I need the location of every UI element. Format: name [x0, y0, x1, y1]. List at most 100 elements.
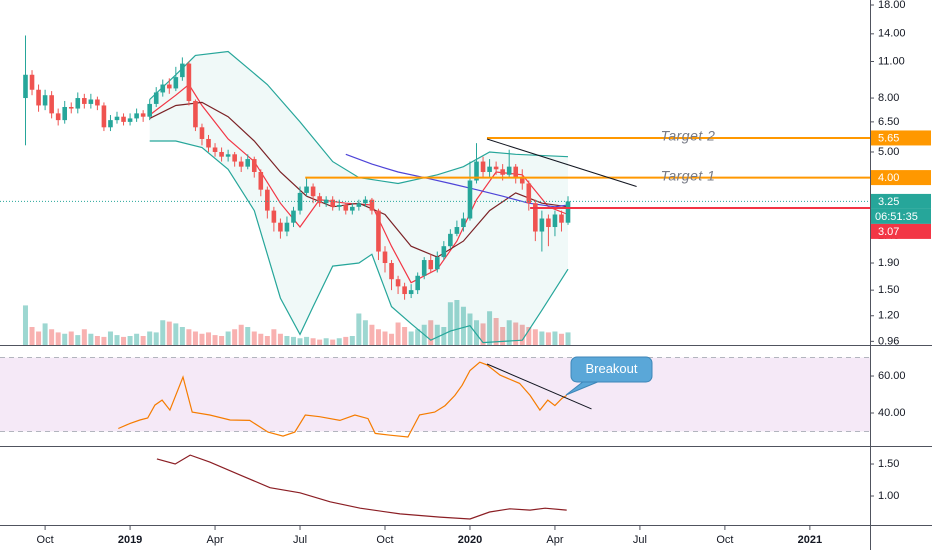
candle-body: [108, 120, 113, 128]
candle-body: [88, 99, 94, 104]
price-label: 5.65: [878, 132, 899, 144]
candle-body: [42, 95, 48, 106]
candle-body: [336, 205, 342, 207]
candle-body: [480, 161, 486, 172]
candle-body: [114, 116, 120, 121]
volume-bar: [330, 339, 336, 345]
volume-bar: [402, 327, 408, 345]
volume-bar: [434, 324, 440, 345]
candle-body: [441, 246, 447, 258]
volume-bar: [62, 333, 68, 345]
indicator-pane: [156, 454, 567, 520]
indicator-line: [118, 361, 568, 438]
volume-bar: [251, 331, 257, 345]
candle-body: [265, 189, 270, 211]
candle-body: [382, 251, 388, 264]
volume-bar: [441, 327, 447, 345]
candle-body: [323, 199, 329, 204]
volume-bar: [206, 332, 212, 345]
candle-body: [376, 210, 381, 252]
volume-bar: [389, 333, 395, 345]
candle-body: [95, 99, 100, 106]
volume-bar: [147, 331, 153, 345]
candle-body: [278, 222, 283, 232]
volume-bar: [290, 336, 296, 345]
volume-bar: [68, 331, 74, 345]
level-name: Target 1: [661, 167, 716, 183]
candle-body: [434, 257, 440, 270]
y-tick-label: 8.00: [878, 92, 899, 104]
price-label-box: [871, 170, 931, 186]
volume-bar: [513, 322, 519, 345]
volume-bar: [114, 335, 120, 345]
price-label-box: [871, 223, 931, 239]
volume-bar: [395, 322, 401, 345]
y-tick-label: 1.50: [878, 458, 899, 470]
volume-bar: [297, 338, 303, 345]
candle-body: [454, 227, 460, 234]
x-tick-label: 2020: [458, 534, 482, 546]
volume-bar: [160, 320, 166, 345]
y-tick-label: 11.00: [878, 55, 905, 67]
x-tick-label: Oct: [376, 534, 393, 546]
volume-bar: [474, 320, 480, 345]
candle-body: [101, 105, 107, 128]
volume-bar: [415, 329, 421, 345]
candle-body: [500, 169, 505, 175]
x-tick-label: Oct: [716, 534, 733, 546]
candle-body: [506, 166, 512, 175]
candle-body: [121, 116, 126, 122]
x-tick-label: Apr: [546, 534, 563, 546]
candle-body: [232, 154, 237, 162]
callout: Breakout: [565, 356, 653, 396]
band-fill: [0, 357, 870, 432]
candle-body: [330, 199, 336, 207]
candle-body: [513, 166, 519, 178]
price-label: 3.25: [878, 196, 899, 208]
volume-bar: [526, 327, 532, 345]
countdown-box: [871, 208, 931, 224]
candle-body: [421, 260, 427, 276]
candle-body: [238, 161, 244, 167]
x-tick-label: 2021: [798, 534, 822, 546]
volume-bar: [506, 320, 512, 345]
candle-body: [363, 199, 368, 204]
candle-body: [493, 166, 499, 170]
candle-body: [180, 63, 185, 78]
volume-bar: [349, 336, 355, 345]
price-label-box: [871, 193, 931, 209]
candle-body: [389, 263, 394, 280]
volume-bar: [552, 331, 558, 345]
volume-bar: [186, 329, 192, 345]
volume-bar: [192, 331, 198, 345]
x-tick-label: Apr: [206, 534, 223, 546]
volume-bar: [310, 338, 316, 345]
callout-text: Breakout: [585, 361, 637, 376]
candle-body: [395, 279, 401, 287]
volume-bar: [545, 332, 551, 345]
volume-bar: [277, 333, 283, 345]
candle-body: [317, 196, 322, 204]
volume-bar: [81, 329, 87, 345]
candle-body: [140, 113, 146, 117]
candle-body: [153, 92, 159, 104]
volume-bar: [127, 336, 133, 345]
candle-body: [343, 205, 349, 211]
candle-body: [552, 214, 558, 228]
volume-bar: [356, 313, 362, 345]
volume-bar: [75, 335, 81, 345]
candle-body: [62, 106, 68, 121]
x-tick-label: Jul: [293, 534, 307, 546]
candle-body: [166, 84, 172, 89]
candle-body: [49, 95, 54, 114]
candle-body: [369, 199, 375, 211]
candle-body: [519, 177, 525, 184]
volume-bar: [343, 336, 349, 345]
volume-bar: [179, 327, 185, 345]
volume-bar: [428, 320, 434, 345]
trend-line: [486, 363, 592, 410]
candle-body: [82, 98, 87, 104]
